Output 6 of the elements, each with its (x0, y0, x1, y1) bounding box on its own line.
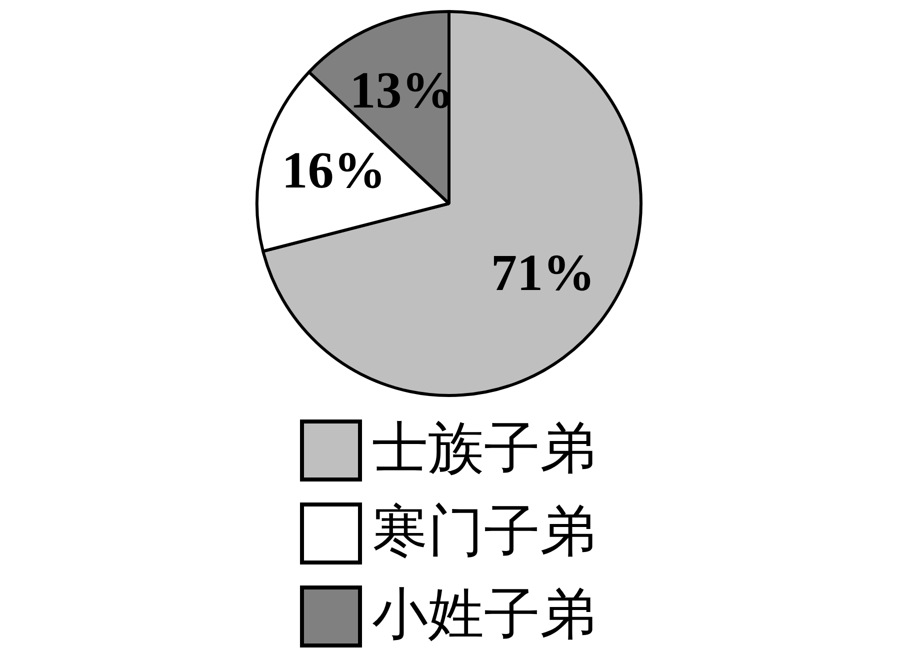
legend-label: 寒门子弟 (372, 501, 596, 564)
legend-label: 士族子弟 (372, 418, 596, 480)
data-label: 13% (350, 62, 454, 120)
data-label: 71% (491, 244, 596, 302)
data-label: 16% (282, 142, 386, 200)
legend-label: 小姓子弟 (372, 584, 596, 646)
